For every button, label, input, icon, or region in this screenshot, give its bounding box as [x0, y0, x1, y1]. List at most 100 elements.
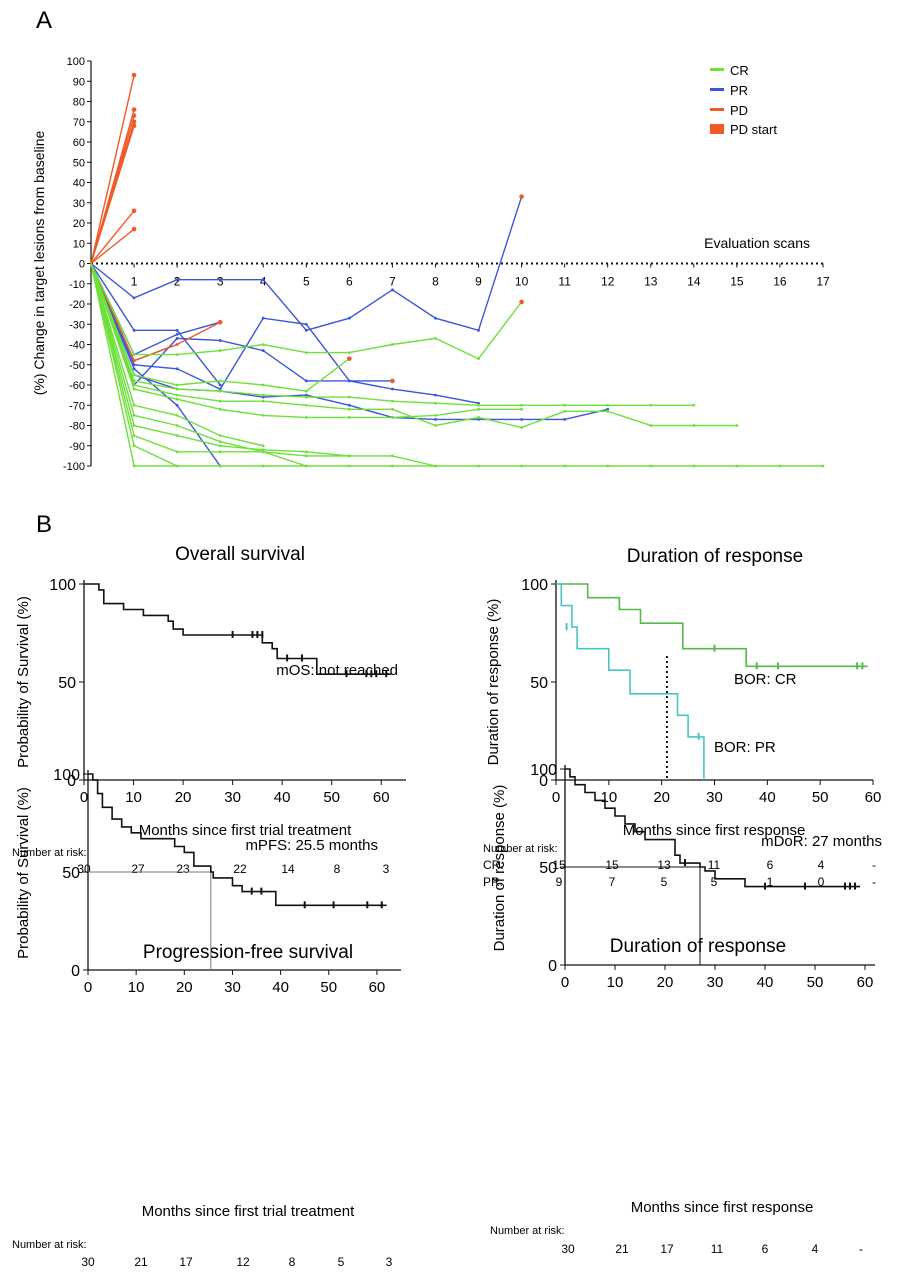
spider-y-tick-label: 70	[73, 117, 85, 129]
spider-point	[606, 407, 610, 411]
spider-point	[218, 399, 222, 403]
spider-point	[519, 299, 524, 305]
spider-point	[434, 316, 437, 320]
spider-point	[347, 464, 351, 468]
spider-point	[391, 343, 394, 346]
spider-point	[304, 322, 308, 326]
pfs-risk-count: 5	[338, 1255, 345, 1269]
spider-series-line	[90, 228, 135, 265]
pfs-x-tick-label: 50	[320, 979, 337, 996]
os-y-tick-label: 50	[58, 675, 76, 692]
spider-point	[391, 464, 394, 468]
dor-y-tick-label: 50	[539, 860, 557, 877]
spider-y-tick-label: -60	[69, 380, 85, 392]
dor-bor-pr-risk-count: 9	[556, 875, 563, 889]
dor-annotation: mDoR: 27 months	[761, 833, 882, 850]
dor-x-tick-label: 40	[757, 974, 774, 991]
spider-point	[132, 373, 136, 377]
spider-x-tick-label: 14	[687, 275, 701, 289]
spider-point	[132, 367, 136, 371]
dor-bor-pr-risk-count: 0	[818, 875, 825, 889]
spider-point	[649, 403, 653, 407]
spider-series-line	[90, 263, 479, 404]
spider-point	[175, 383, 179, 387]
spider-y-tick-label: 20	[73, 218, 85, 230]
dor-x-tick-label: 60	[857, 974, 874, 991]
spider-point	[175, 353, 179, 357]
spider-x-tick-label: 1	[131, 275, 138, 289]
spider-point	[131, 226, 137, 232]
spider-series-line	[90, 210, 135, 264]
spider-point	[347, 454, 351, 458]
spider-point	[175, 367, 179, 371]
spider-point	[218, 450, 222, 454]
spider-y-tick-label: -20	[69, 299, 85, 311]
spider-point	[261, 393, 265, 397]
spider-y-tick-label: -10	[69, 279, 85, 291]
pfs-risk-count: 21	[134, 1255, 148, 1269]
spider-x-tick-label: 2	[174, 275, 181, 289]
os-x-tick-label: 50	[323, 789, 340, 806]
dor-bor-cr-risk-count: -	[872, 858, 876, 872]
spider-point	[391, 288, 394, 292]
spider-point	[520, 418, 523, 421]
spider-point	[132, 387, 136, 391]
spider-point	[261, 464, 265, 468]
spider-point	[520, 407, 523, 411]
dor-bor-label-cr: BOR: CR	[734, 671, 797, 688]
os-ylabel: Probability of Survival (%)	[15, 596, 32, 768]
spider-point	[434, 337, 437, 340]
spider-x-tick-label: 7	[389, 275, 396, 289]
dor-bor-cr-km-curve	[556, 583, 868, 668]
spider-y-tick-label: -40	[69, 340, 85, 352]
spider-point	[131, 208, 137, 214]
spider-point	[132, 296, 136, 300]
spider-point	[390, 378, 395, 384]
spider-y-tick-label: -90	[69, 441, 85, 453]
spider-point	[261, 278, 265, 282]
spider-point	[563, 464, 567, 468]
spider-point	[132, 434, 136, 438]
spider-point	[261, 316, 265, 320]
spider-point	[649, 464, 653, 468]
dor-y-tick-label: 0	[548, 958, 557, 975]
pfs-risk-count: 8	[289, 1255, 296, 1269]
dor-risk-count: 17	[660, 1242, 674, 1256]
spider-point	[520, 426, 523, 429]
dor-bor-cr-risk-count: 15	[605, 858, 619, 872]
spider-x-tick-label: 6	[346, 275, 353, 289]
spider-series-line	[90, 263, 823, 467]
spider-point	[477, 407, 480, 411]
spider-point	[175, 337, 179, 340]
spider-y-tick-label: 60	[73, 137, 85, 149]
spider-point	[735, 464, 739, 468]
spider-point	[175, 403, 179, 407]
spider-point	[218, 440, 222, 444]
spider-y-tick-label: -100	[63, 461, 85, 473]
spider-point	[175, 424, 179, 427]
os-risk-count: 23	[176, 862, 190, 876]
spider-point	[218, 278, 222, 282]
spider-point	[434, 424, 437, 427]
spider-y-tick-label: 40	[73, 178, 85, 190]
spider-point	[347, 379, 351, 383]
dor-bor-risk-label: Number at risk:	[483, 843, 558, 855]
pfs-title: Progression-free survival	[143, 942, 353, 963]
dor-bor-pr-risk-count: -	[872, 875, 876, 889]
spider-y-tick-label: -70	[69, 400, 85, 412]
spider-point	[347, 395, 351, 399]
spider-point	[520, 403, 523, 407]
legend-label-pr: PR	[730, 83, 748, 98]
dor-bor-x-tick-label: 50	[812, 789, 829, 806]
spider-point	[434, 413, 437, 417]
spider-point	[218, 444, 222, 448]
legend-label-pd-start: PD start	[730, 122, 777, 137]
spider-series-line	[90, 263, 737, 429]
dor-bor-cr-risk-count: 6	[767, 858, 774, 872]
spider-y-tick-label: 90	[73, 76, 85, 88]
spider-x-tick-label: 5	[303, 275, 310, 289]
panel-label-a: A	[36, 7, 52, 34]
spider-point	[434, 464, 437, 468]
dor-bor-title: Duration of response	[627, 546, 803, 567]
spider-point	[261, 413, 265, 417]
